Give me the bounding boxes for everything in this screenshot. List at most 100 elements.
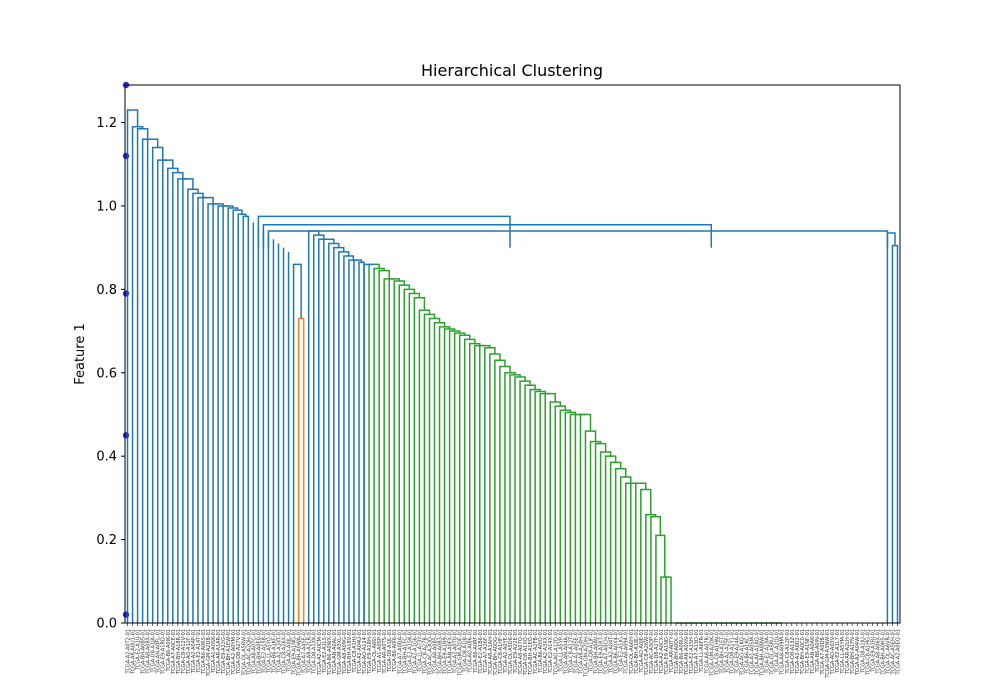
x-tick-label: TCGA-A1-A0SE-01 <box>573 629 579 675</box>
x-tick-label: TCGA-AO-A12F-01 <box>186 629 192 675</box>
x-tick-label: TCGA-D8-A1JF-01 <box>589 629 595 673</box>
x-tick-label: TCGA-D8-A13Z-01 <box>790 629 796 675</box>
y-tick-label: 0.8 <box>96 283 117 298</box>
x-tick-label: TCGA-D8-A1XQ-01 <box>523 629 529 676</box>
x-tick-label: TCGA-E2-A15H-01 <box>689 629 695 675</box>
dendrogram-link <box>594 442 607 623</box>
x-tick-label: TCGA-A2-A0CM-01 <box>317 629 323 676</box>
x-tick-label: TCGA-C8-A26W-01 <box>644 629 650 676</box>
x-tick-label: TCGA-A8-A07C-01 <box>251 629 257 675</box>
dendrogram-link <box>891 244 899 623</box>
x-tick-label: TCGA-A2-A0D2-01 <box>795 629 801 675</box>
x-tick-label: TCGA-E9-A1NF-01 <box>805 629 811 675</box>
dendrogram-link <box>297 317 305 623</box>
dendrogram-link <box>494 359 506 623</box>
x-tick-label: TCGA-D8-A1JL-01 <box>387 629 393 673</box>
x-tick-label: TCGA-AO-A0JL-01 <box>287 629 293 673</box>
dendrogram-link <box>433 321 446 623</box>
x-tick-label: TCGA-BH-A0E0-01 <box>256 629 262 675</box>
scatter-marker <box>122 611 130 618</box>
x-tick-label: TCGA-A2-A3XX-01 <box>543 629 549 675</box>
dendrogram-link <box>207 203 219 623</box>
dendrogram-link <box>479 344 491 623</box>
x-tick-label: TCGA-GM-A2DF-01 <box>458 629 464 677</box>
x-tick-label: TCGA-AR-A2LR-01 <box>307 629 313 674</box>
x-tick-label: TCGA-BH-A0DG-01 <box>493 629 499 676</box>
dendrogram-link <box>554 405 567 623</box>
x-tick-label: TCGA-E9-A1ND-01 <box>664 629 670 676</box>
dendrogram-link <box>413 296 426 623</box>
dendrogram-link <box>640 488 652 623</box>
x-tick-label: TCGA-A7-A26F-01 <box>483 629 489 674</box>
dendrogram-link <box>403 288 416 623</box>
x-tick-label: TCGA-D8-A1J8-01 <box>463 629 469 673</box>
x-tick-label: TCGA-A2-A0YE-01 <box>503 629 509 674</box>
x-tick-label: TCGA-C8-A12P-01 <box>785 629 791 674</box>
dendrogram-link <box>539 392 551 623</box>
x-tick-label: TCGA-OL-A66H-01 <box>629 629 635 675</box>
y-axis: 0.0 0.2 0.4 0.6 0.8 1.0 1.2 <box>96 116 125 632</box>
dendrogram-link <box>509 374 521 623</box>
x-tick-label: TCGA-BH-A1EW-01 <box>226 629 232 677</box>
x-tick-label: TCGA-LL-A73Y-01 <box>417 629 423 673</box>
dendrogram-link <box>363 263 375 623</box>
x-tick-label: TCGA-AO-A03V-01 <box>830 629 836 675</box>
x-tick-label: TCGA-AN-A0AK-01 <box>810 629 816 675</box>
x-tick-label: TCGA-C8-A26X-01 <box>282 629 288 675</box>
dendrogram-link <box>564 411 577 623</box>
x-tick-label: TCGA-E9-A22G-01 <box>221 629 227 675</box>
x-tick-label: TCGA-LL-A5YO-01 <box>266 629 272 674</box>
dendrogram-link <box>136 128 149 623</box>
x-tick-label: TCGA-C8-A1HF-01 <box>498 629 504 675</box>
dendrogram-link <box>318 238 329 623</box>
x-tick-label: TCGA-AC-A5EH-01 <box>890 629 896 675</box>
x-tick-label: TCGA-BH-A1FN-01 <box>850 629 856 675</box>
x-tick-label: TCGA-E2-A1LS-01 <box>322 629 328 674</box>
x-tick-label: TCGA-B6-A0X4-01 <box>614 629 620 675</box>
x-tick-label: TCGA-A2-A04P-01 <box>191 629 197 674</box>
dendrogram-link <box>237 213 247 623</box>
x-tick-label: TCGA-B6-A0IN-01 <box>815 629 821 673</box>
x-tick-label: TCGA-B6-A1KC-01 <box>745 629 751 675</box>
x-tick-label: TCGA-B6-A0I6-01 <box>392 629 398 673</box>
x-tick-label: TCGA-AC-A2QJ-01 <box>775 629 781 674</box>
x-tick-label: TCGA-A2-A0EQ-01 <box>895 629 901 675</box>
dendrogram-link <box>217 205 229 623</box>
x-tick-label: TCGA-A8-A09G-01 <box>342 629 348 675</box>
x-tick-label: TCGA-AR-A1AQ-01 <box>755 629 761 676</box>
dendrogram-link <box>534 390 546 623</box>
x-tick-label: TCGA-AC-A2FB-01 <box>533 629 539 675</box>
x-tick-label: TCGA-E9-A1RH-01 <box>367 629 373 675</box>
x-tick-label: TCGA-B6-A0IQ-01 <box>538 629 544 674</box>
x-tick-label: TCGA-A7-A0CE-01 <box>171 629 177 675</box>
x-tick-label: TCGA-D8-A27F-01 <box>654 629 660 675</box>
x-tick-label: TCGA-A1-A0SK-01 <box>211 629 217 674</box>
x-tick-label: TCGA-E9-A1RD-01 <box>161 629 167 675</box>
dendrogram-link <box>458 334 471 623</box>
x-tick-label: TCGA-E2-A1B6-01 <box>478 629 484 675</box>
x-tick-label: TCGA-B6-A1KF-01 <box>271 629 277 674</box>
x-tick-label: TCGA-A8-A08S-01 <box>432 629 438 675</box>
x-tick-label: TCGA-AO-A1KQ-01 <box>739 629 745 676</box>
dendrogram-link <box>423 313 436 623</box>
dendrogram-link <box>393 280 406 623</box>
x-tick-label: TCGA-E9-A1NG-01 <box>292 629 298 676</box>
y-tick-label: 1.2 <box>96 116 117 131</box>
dendrogram-link <box>499 365 511 623</box>
x-tick-label: TCGA-BH-A18L-01 <box>634 629 640 675</box>
x-tick-label: TCGA-A8-A06X-01 <box>875 629 881 675</box>
dendrogram-link <box>474 344 485 623</box>
dendrogram-link <box>614 467 627 623</box>
x-tick-label: TCGA-B6-A0RU-01 <box>679 629 685 675</box>
x-tick-label: TCGA-A1-A0SM-01 <box>750 629 756 676</box>
x-tick-label: TCGA-C8-A1HN-01 <box>714 629 720 676</box>
x-tick-label: TCGA-OL-A5D6-01 <box>508 629 514 676</box>
x-tick-label: TCGA-A2-A3XT-01 <box>276 629 282 674</box>
x-tick-label: TCGA-BH-A18V-01 <box>347 629 353 675</box>
dendrogram-link <box>267 230 889 248</box>
scatter-marker <box>122 432 130 439</box>
dendrogram-links <box>126 109 899 624</box>
x-tick-label: TCGA-E9-A22E-01 <box>513 629 519 674</box>
x-tick-label: TCGA-BH-A0B3-01 <box>438 629 444 675</box>
